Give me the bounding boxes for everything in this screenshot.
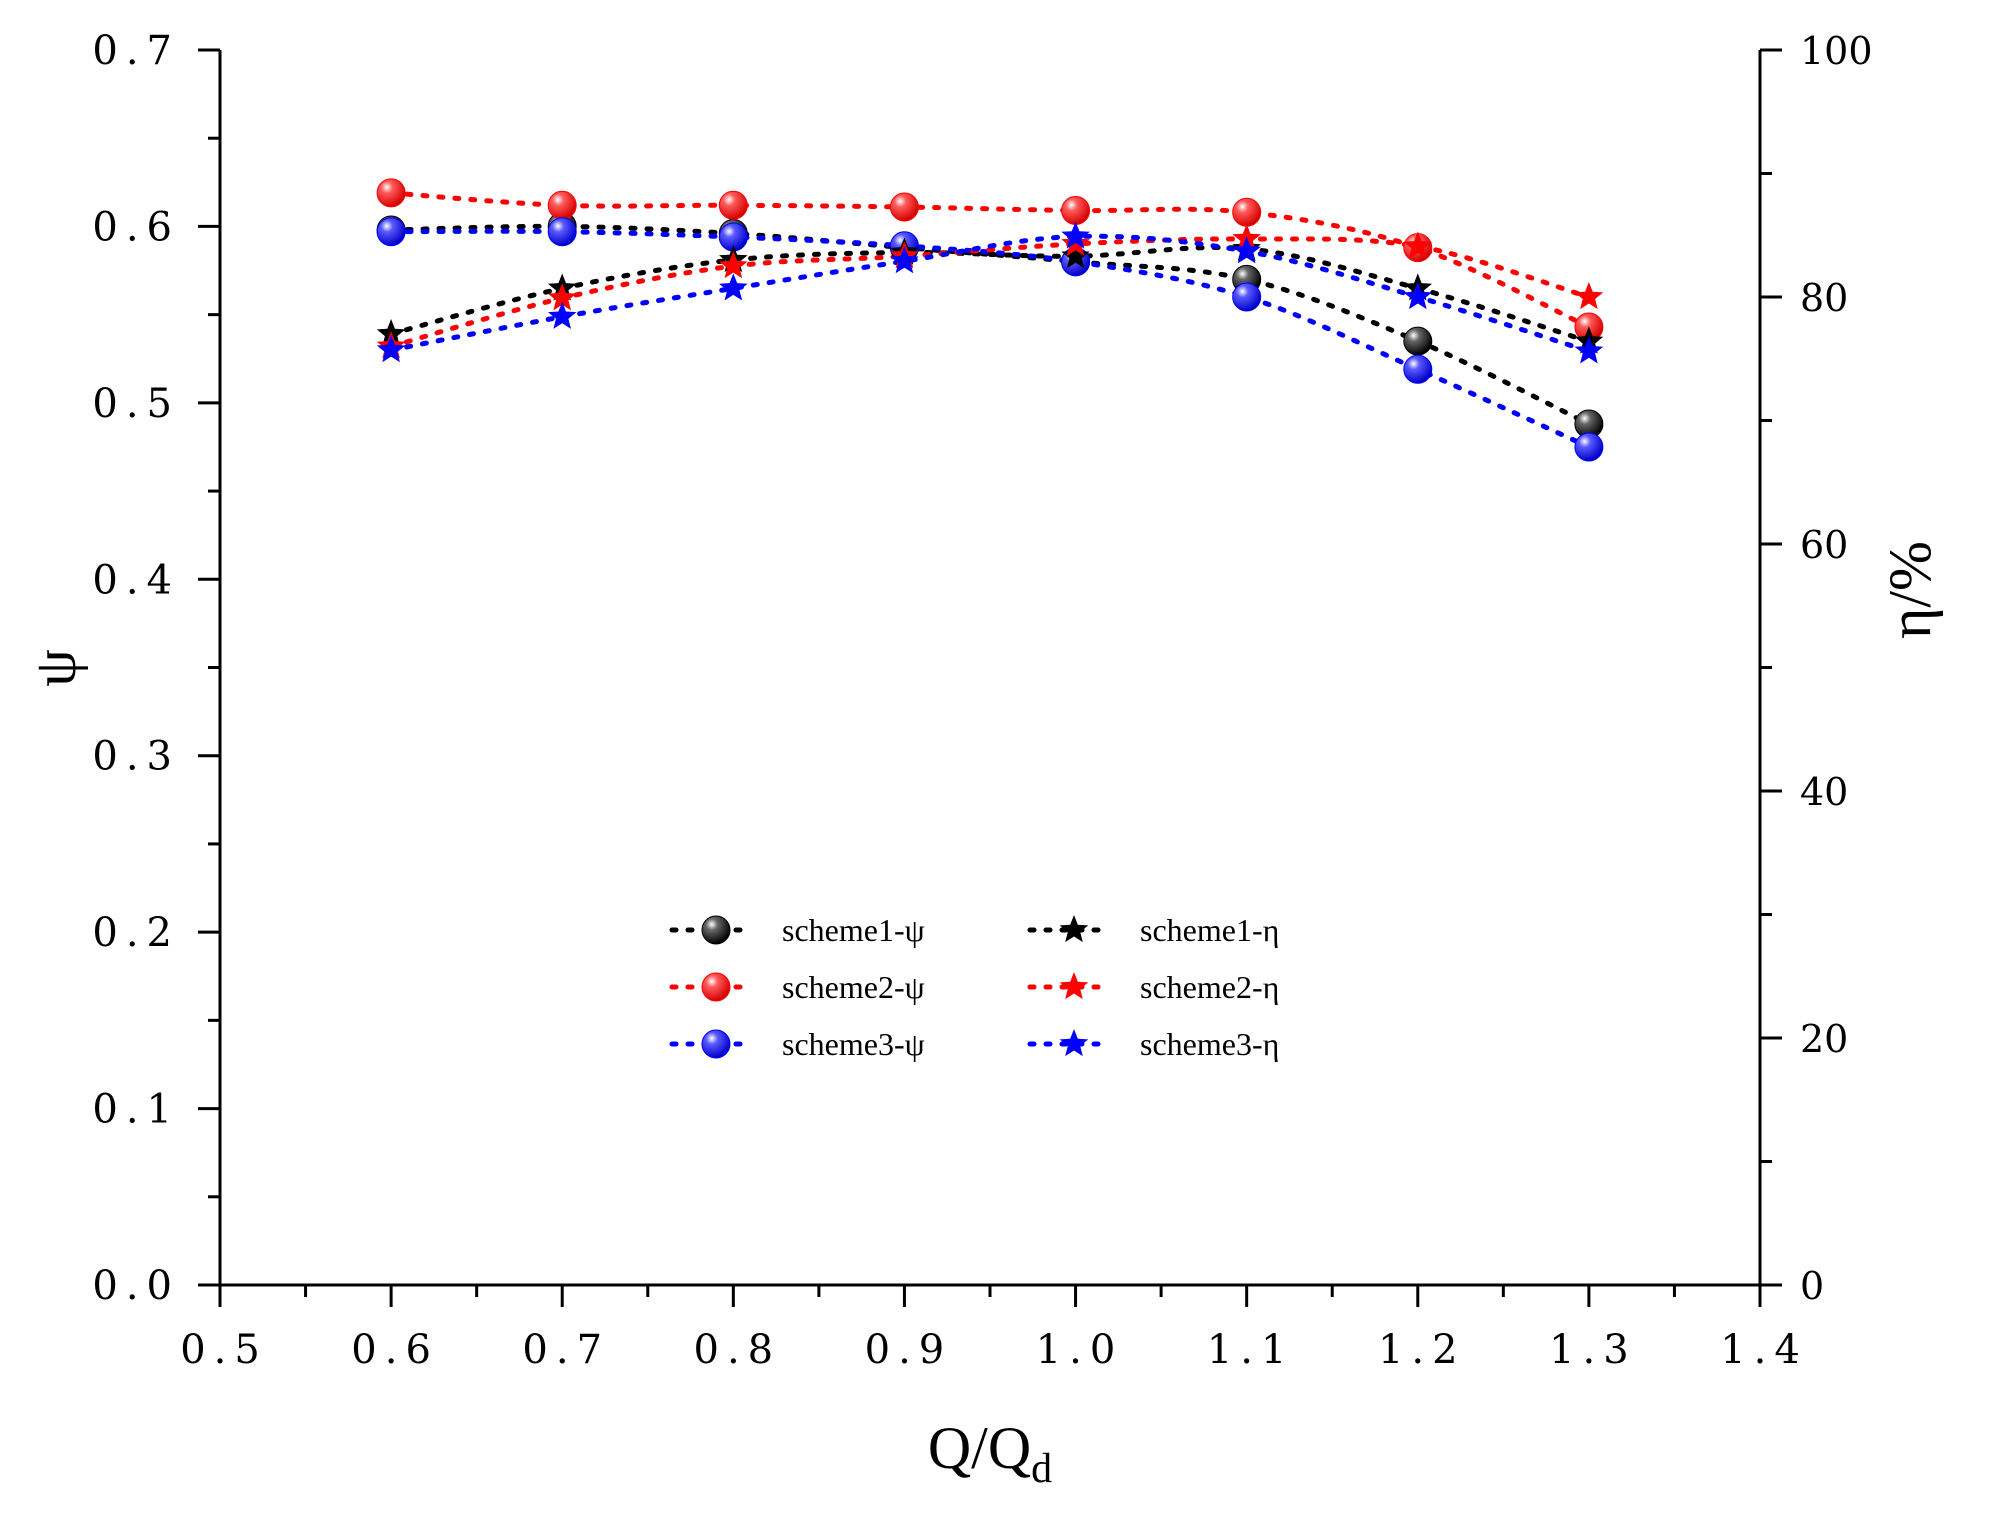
series-line	[388, 190, 1592, 330]
right-axis-title: η/%	[1877, 541, 1943, 639]
y-left-tick-label: 0.0	[92, 1263, 180, 1309]
data-point-star	[376, 335, 406, 363]
legend: scheme1-ψ scheme1-η scheme2-ψ scheme2-η sche…	[669, 912, 1279, 1062]
y-right-tick-label: 0	[1800, 1264, 1824, 1308]
series-line	[388, 236, 1592, 349]
series-line	[388, 223, 1592, 427]
legend-marker-star	[1059, 915, 1089, 943]
data-point-star	[1061, 241, 1090, 269]
y-left-tick-label: 0.1	[92, 1087, 180, 1133]
y-right-tick-label: 100	[1800, 29, 1873, 73]
y-left-tick-label: 0.7	[92, 28, 180, 74]
data-point-star	[1403, 231, 1432, 259]
legend-marker-circle	[701, 972, 731, 1002]
left-axis-title: ψ	[22, 649, 88, 687]
data-point-circle	[1061, 196, 1091, 225]
data-point-star	[719, 251, 748, 279]
x-tick-label: 0.5	[180, 1327, 268, 1373]
x-axis-title-main: Q/Q	[928, 1415, 1031, 1481]
data-point-star	[548, 283, 577, 311]
data-point-star	[1403, 282, 1432, 310]
x-tick-label: 1.0	[1036, 1327, 1124, 1373]
data-point-circle	[1403, 354, 1433, 384]
x-tick-label: 0.8	[694, 1327, 782, 1373]
data-point-star	[1232, 236, 1261, 264]
x-tick-label: 0.6	[351, 1327, 439, 1373]
x-tick-label: 1.4	[1720, 1327, 1808, 1373]
series-line	[388, 228, 1592, 450]
legend-label: scheme1-η	[1140, 912, 1279, 948]
y-left-tick-label: 0.6	[92, 204, 180, 250]
data-point-star	[719, 273, 748, 301]
x-tick-label: 1.3	[1549, 1327, 1637, 1373]
data-point-star	[548, 301, 577, 329]
y-left-tick-label: 0.4	[92, 557, 180, 603]
x-tick-label: 1.2	[1378, 1327, 1466, 1373]
axis-ticks	[198, 48, 1782, 1307]
y-right-tick-label: 20	[1800, 1017, 1848, 1061]
data-point-circle	[376, 178, 406, 208]
legend-label: scheme3-η	[1140, 1026, 1279, 1062]
x-tick-label: 0.9	[865, 1327, 953, 1373]
data-point-circle	[1232, 197, 1262, 227]
series-lines	[388, 190, 1592, 450]
series-markers	[376, 178, 1604, 462]
x-tick-label: 0.7	[522, 1327, 610, 1373]
tick-labels: 0.5 0.6 0.7 0.8 0.9 1.0 1.1 1.2 1.3 1.4 0.0 0.1 0.2 0…	[92, 28, 1872, 1373]
data-point-circle	[889, 192, 919, 222]
y-right-tick-label: 40	[1800, 770, 1848, 814]
data-point-circle	[547, 190, 577, 220]
legend-label: scheme3-ψ	[782, 1026, 925, 1062]
data-point-star	[1574, 282, 1604, 310]
legend-label: scheme2-η	[1140, 969, 1279, 1005]
data-point-circle	[1232, 282, 1262, 312]
series-line	[388, 245, 1592, 344]
x-axis-title: Q/Qd	[928, 1415, 1052, 1492]
data-point-circle	[547, 217, 577, 247]
legend-marker-circle	[701, 915, 731, 945]
data-point-star	[890, 246, 919, 274]
series-line	[388, 233, 1592, 354]
legend-label: scheme2-ψ	[782, 969, 925, 1005]
y-right-tick-label: 80	[1800, 276, 1848, 320]
y-left-tick-label: 0.3	[92, 734, 180, 780]
x-axis-title-subscript: d	[1031, 1446, 1052, 1492]
y-right-tick-label: 60	[1800, 523, 1848, 567]
data-point-circle	[1403, 326, 1433, 356]
legend-marker-star	[1059, 972, 1089, 1000]
y-left-tick-label: 0.2	[92, 910, 180, 956]
data-point-star	[1061, 221, 1090, 249]
data-point-circle	[1574, 432, 1604, 462]
legend-marker-circle	[701, 1029, 731, 1059]
x-tick-label: 1.1	[1207, 1327, 1295, 1373]
legend-label: scheme1-ψ	[782, 912, 925, 948]
data-point-circle	[718, 190, 748, 220]
y-left-tick-label: 0.5	[92, 381, 180, 427]
legend-marker-star	[1059, 1029, 1089, 1057]
data-point-circle	[376, 217, 406, 247]
data-point-star	[1574, 336, 1604, 364]
